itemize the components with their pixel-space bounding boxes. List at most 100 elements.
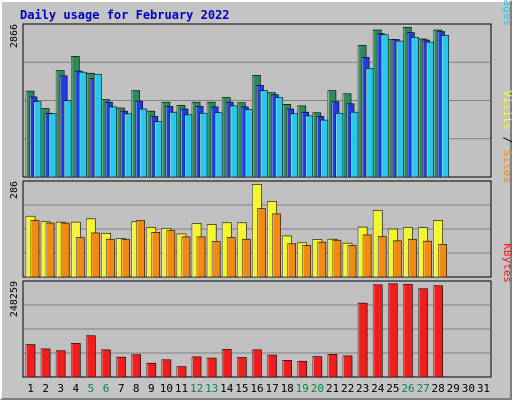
bar-pages — [350, 111, 359, 178]
x-tick-label: 9 — [148, 382, 155, 395]
bar-kbytes — [25, 344, 36, 378]
bar-sites — [136, 220, 145, 278]
bar-sites — [257, 208, 266, 278]
bar-kbytes — [101, 349, 111, 378]
bar-sites — [91, 232, 100, 278]
bar-sites — [317, 241, 327, 278]
bar-pages — [109, 106, 117, 178]
bar-pages — [260, 90, 268, 178]
bar-pages — [380, 34, 389, 178]
x-tick-label: 8 — [133, 382, 140, 395]
legend-kbytes: KBytes — [501, 243, 512, 283]
bar-pages — [78, 71, 87, 178]
legend-pages: Pages — [501, 0, 512, 26]
x-tick-label: 29 — [447, 382, 460, 395]
bar-kbytes — [237, 357, 247, 378]
bar-sites — [181, 236, 191, 278]
bar-pages — [33, 101, 42, 178]
bar-kbytes — [86, 335, 96, 378]
bar-sites — [45, 222, 55, 278]
y-axis-max-label: 2866 — [9, 24, 20, 48]
bar-kbytes — [146, 362, 157, 378]
x-tick-label: 24 — [371, 382, 385, 395]
bar-sites — [211, 241, 221, 278]
bar-pages — [184, 114, 193, 178]
bar-kbytes — [403, 284, 413, 378]
x-tick-label: 23 — [356, 382, 369, 395]
bar-kbytes — [327, 354, 338, 378]
bar-kbytes — [433, 285, 443, 378]
series-legend-hits: Hits / Files / Pages — [501, 0, 512, 26]
bar-pages — [245, 109, 253, 178]
bar-sites — [166, 230, 176, 278]
bar-pages — [441, 34, 449, 178]
bar-pages — [48, 113, 57, 178]
x-tick-label: 15 — [235, 382, 248, 395]
bar-sites — [393, 240, 402, 278]
bar-sites — [226, 237, 236, 278]
bar-kbytes — [297, 360, 308, 378]
series-legend-visits: Visits / Sites — [501, 90, 512, 183]
bar-kbytes — [191, 356, 202, 378]
bar-sites — [287, 243, 296, 278]
bar-kbytes — [161, 359, 172, 378]
bar-pages — [139, 108, 147, 178]
bar-kbytes — [176, 366, 187, 378]
bar-sites — [75, 237, 85, 278]
bar-sites — [332, 239, 342, 278]
legend-separator: / — [501, 130, 512, 150]
x-tick-label: 25 — [386, 382, 399, 395]
x-tick-label: 22 — [341, 382, 354, 395]
bar-pages — [63, 100, 72, 178]
bar-sites — [121, 239, 130, 278]
bar-sites — [362, 234, 372, 278]
x-tick-label: 7 — [118, 382, 125, 395]
bar-sites — [272, 213, 281, 278]
bar-sites — [242, 238, 251, 278]
bar-sites — [106, 238, 115, 278]
series-legend-kbytes: KBytes — [501, 243, 512, 283]
bar-kbytes — [418, 288, 428, 378]
bar-sites — [151, 232, 161, 278]
bar-pages — [94, 73, 102, 178]
bar-kbytes — [357, 302, 368, 378]
bar-sites — [302, 245, 312, 278]
x-tick-label: 10 — [160, 382, 173, 395]
x-tick-label: 16 — [250, 382, 263, 395]
chart-title: Daily usage for February 2022 — [20, 8, 230, 22]
x-tick-label: 19 — [296, 382, 309, 395]
x-tick-label: 30 — [462, 382, 475, 395]
bar-pages — [199, 112, 208, 178]
bar-kbytes — [116, 356, 126, 378]
bar-sites — [423, 240, 432, 278]
x-tick-label: 1 — [27, 382, 34, 395]
x-tick-label: 13 — [205, 382, 218, 395]
bar-pages — [426, 41, 434, 178]
x-tick-label: 17 — [265, 382, 278, 395]
bar-pages — [290, 113, 298, 178]
bar-kbytes — [131, 354, 141, 378]
bar-sites — [60, 222, 70, 278]
y-axis-max-label: 248259 — [9, 281, 20, 317]
bar-kbytes — [221, 349, 232, 378]
bar-kbytes — [252, 349, 262, 378]
bar-kbytes — [342, 355, 353, 378]
x-tick-label: 6 — [103, 382, 110, 395]
x-tick-label: 31 — [477, 382, 490, 395]
bar-pages — [124, 113, 132, 178]
bar-kbytes — [388, 283, 398, 378]
bar-pages — [154, 121, 163, 178]
x-tick-label: 3 — [57, 382, 64, 395]
bar-sites — [30, 220, 40, 278]
bar-kbytes — [206, 357, 217, 378]
bar-sites — [196, 236, 206, 278]
bar-pages — [365, 68, 374, 178]
bar-kbytes — [282, 360, 292, 378]
bar-kbytes — [267, 354, 277, 378]
bar-kbytes — [70, 343, 81, 378]
bar-pages — [320, 119, 329, 178]
legend-visits: Visits — [501, 90, 512, 130]
bar-pages — [275, 97, 283, 178]
bar-sites — [408, 238, 417, 278]
